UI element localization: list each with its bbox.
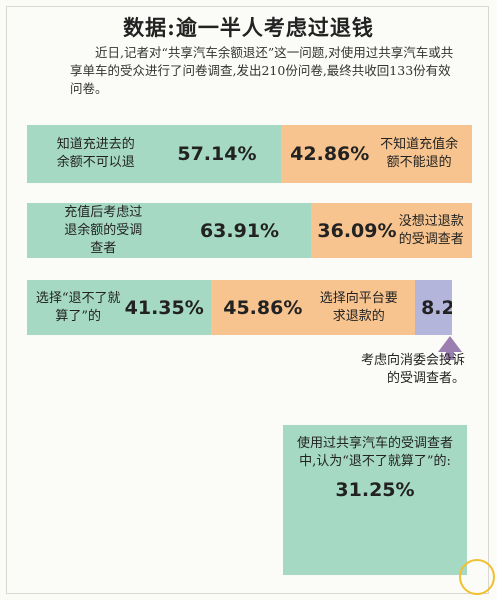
bar-row: 知道充进去的余额不可以退 57.14% 42.86% 不知道充值余额不能退的: [27, 125, 472, 183]
segment-value: 36.09%: [317, 219, 397, 242]
segment-label: 选择向平台要求退款的: [319, 290, 398, 324]
segment-value: 8.27%: [421, 296, 452, 319]
note-text: 使用过共享汽车的受调查者中,认为“退不了就算了”的:: [297, 436, 454, 469]
segment-label: 不知道充值余额不能退的: [380, 137, 459, 170]
subtitle: 近日,记者对“共享汽车余额退还”这一问题,对使用过共享汽车或共享单车的受众进行了…: [70, 45, 454, 96]
segment-value: 41.35%: [124, 296, 204, 319]
segment-label: 没想过退款的受调查者: [398, 213, 464, 247]
segment-value: 63.91%: [199, 219, 280, 242]
callout: 考虑向消委会投诉的受调查者。: [360, 352, 465, 388]
segment-value: 57.14%: [177, 143, 257, 165]
bar-segment: 36.09% 没想过退款的受调查者: [311, 203, 472, 258]
note-box: 使用过共享汽车的受调查者中,认为“退不了就算了”的: 31.25%: [283, 425, 467, 575]
segment-label: 充值后考虑过退余额的受调查者: [64, 204, 143, 256]
segment-value: 45.86%: [223, 296, 303, 319]
bar-row: 充值后考虑过退余额的受调查者 63.91% 36.09% 没想过退款的受调查者: [27, 203, 472, 258]
logo: [459, 559, 495, 595]
segment-value: 42.86%: [290, 143, 370, 165]
bar-segment: 知道充进去的余额不可以退 57.14%: [27, 125, 282, 183]
bar-segment: 42.86% 不知道充值余额不能退的: [281, 125, 472, 183]
segment-label: 选择“退不了就算了”的: [35, 290, 121, 324]
segment-label: 知道充进去的余额不可以退: [56, 137, 135, 170]
frame: [6, 6, 489, 594]
note-value: 31.25%: [335, 479, 415, 501]
bar-segment: 45.86% 选择向平台要求退款的: [211, 280, 416, 335]
callout-label: 考虑向消委会投诉的受调查者。: [360, 353, 465, 386]
title: 数据:逾一半人考虑过退钱: [123, 15, 374, 40]
bar-segment: 充值后考虑过退余额的受调查者 63.91%: [27, 203, 312, 258]
bar-row: 选择“退不了就算了”的41.35% 45.86% 选择向平台要求退款的 8.27%: [27, 280, 472, 335]
bar-segment: 8.27%: [415, 280, 452, 335]
callout-arrow: [438, 336, 462, 360]
bar-segment: 选择“退不了就算了”的 41.35%: [27, 280, 211, 335]
